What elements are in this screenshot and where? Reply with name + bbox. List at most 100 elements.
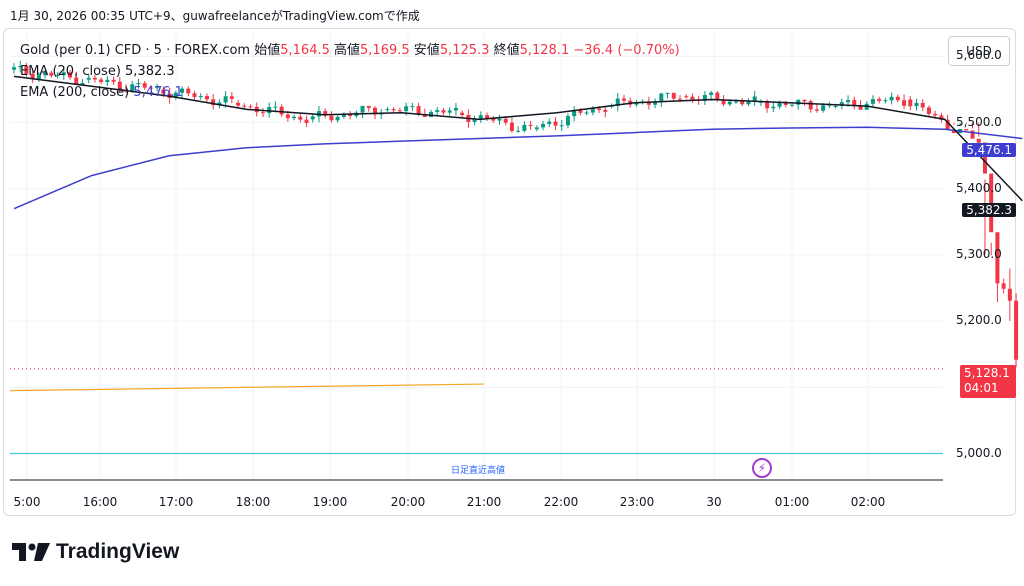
high-label: 高値	[334, 43, 361, 58]
candle-body	[597, 108, 602, 110]
ema200-label[interactable]: EMA (200, close)	[20, 85, 130, 100]
candle-body	[846, 100, 851, 103]
candle-body	[348, 114, 353, 116]
candle-body	[472, 119, 477, 122]
chart-legend: Gold (per 0.1) CFD · 5 · FOREX.com 始値 5,1…	[20, 40, 680, 103]
candle-body	[908, 99, 913, 107]
brand-logo: TradingView	[12, 540, 179, 564]
candle-body	[615, 98, 620, 106]
candle-body	[621, 98, 626, 101]
candle-body	[721, 99, 726, 105]
candle-body	[926, 107, 931, 114]
last-price-tag: 5,128.1 04:01	[960, 365, 1016, 398]
y-tick-label: 5,200.0	[956, 313, 1002, 328]
level-annotation: 日足直近高値	[451, 466, 506, 476]
candle-body	[292, 116, 297, 119]
lightning-icon[interactable]: ⚡	[752, 458, 772, 478]
candle-body	[665, 92, 670, 94]
x-tick-label: 21:00	[466, 495, 502, 509]
candle-body	[242, 105, 247, 107]
x-tick-label: 18:00	[235, 495, 271, 509]
candle-body	[814, 109, 819, 111]
candle-body	[117, 81, 122, 90]
candle-body	[24, 66, 29, 74]
candle-body	[391, 109, 396, 111]
x-tick-label: 30	[706, 495, 722, 509]
candle-body	[447, 110, 452, 113]
candle-body	[746, 101, 751, 105]
candle-body	[229, 96, 234, 99]
candle-body	[677, 98, 682, 100]
ema20-label[interactable]: EMA (20, close)	[20, 64, 121, 79]
candle-body	[478, 115, 483, 120]
candle-body	[709, 92, 714, 96]
candle-body	[373, 107, 378, 115]
candle-body	[808, 101, 813, 110]
candle-body	[889, 96, 894, 101]
candle-body	[509, 122, 514, 131]
x-tick-label: 16:00	[82, 495, 118, 509]
low-value: 5,125.3	[439, 43, 490, 58]
candle-body	[360, 105, 365, 113]
candle-body	[771, 106, 776, 109]
symbol-label[interactable]: Gold (per 0.1) CFD · 5 · FOREX.com	[20, 43, 251, 58]
candle-body	[192, 93, 197, 98]
candle-body	[204, 96, 209, 100]
x-tick-label: 23:00	[619, 495, 655, 509]
candle-body	[528, 124, 533, 126]
candle-body	[902, 100, 907, 106]
candle-body	[727, 101, 732, 105]
candle-body	[858, 106, 863, 110]
candle-body	[852, 100, 857, 107]
candle-body	[752, 96, 757, 102]
candle-body	[435, 110, 440, 112]
candle-body	[136, 83, 141, 85]
currency-button[interactable]: USD	[948, 36, 1010, 66]
candle-body	[933, 113, 938, 116]
candle-body	[12, 67, 16, 70]
candle-body	[404, 106, 409, 112]
candle-body	[142, 83, 147, 88]
candle-body	[671, 92, 676, 99]
candle-body	[914, 102, 919, 107]
candle-body	[734, 101, 739, 103]
y-tick-label: 5,400.0	[956, 180, 1002, 195]
ema200-line	[13, 126, 1023, 210]
candle-body	[61, 72, 66, 76]
open-label: 始値	[254, 43, 281, 58]
trend-line	[9, 383, 485, 392]
candle-body	[653, 101, 658, 105]
candle-body	[335, 116, 340, 121]
candle-body	[161, 89, 166, 94]
candle-body	[1007, 288, 1012, 301]
candle-body	[260, 112, 265, 114]
x-tick-label: 20:00	[390, 495, 426, 509]
candle-body	[130, 84, 135, 91]
candle-body	[366, 105, 371, 108]
candle-body	[690, 96, 695, 100]
candle-body	[1014, 300, 1019, 360]
candle-body	[36, 75, 41, 80]
candle-body	[534, 127, 539, 130]
candle-body	[982, 142, 987, 174]
candle-body	[304, 119, 309, 123]
candle-body	[323, 111, 328, 116]
candle-body	[186, 88, 191, 94]
candle-body	[603, 109, 608, 112]
brand-name: TradingView	[56, 540, 180, 563]
candle-body	[111, 79, 116, 82]
candle-body	[522, 124, 527, 131]
countdown-value: 04:01	[964, 381, 999, 395]
candle-body	[802, 99, 807, 102]
candle-body	[155, 87, 160, 89]
x-tick-label: 22:00	[543, 495, 579, 509]
candle-body	[541, 123, 546, 128]
y-tick-label: 5,500.0	[956, 114, 1002, 129]
ema20-line	[13, 75, 1023, 202]
candle-body	[410, 106, 415, 108]
candle-body	[964, 128, 969, 131]
candle-body	[939, 115, 944, 120]
chart-frame	[3, 28, 1016, 516]
candle-body	[49, 72, 54, 76]
